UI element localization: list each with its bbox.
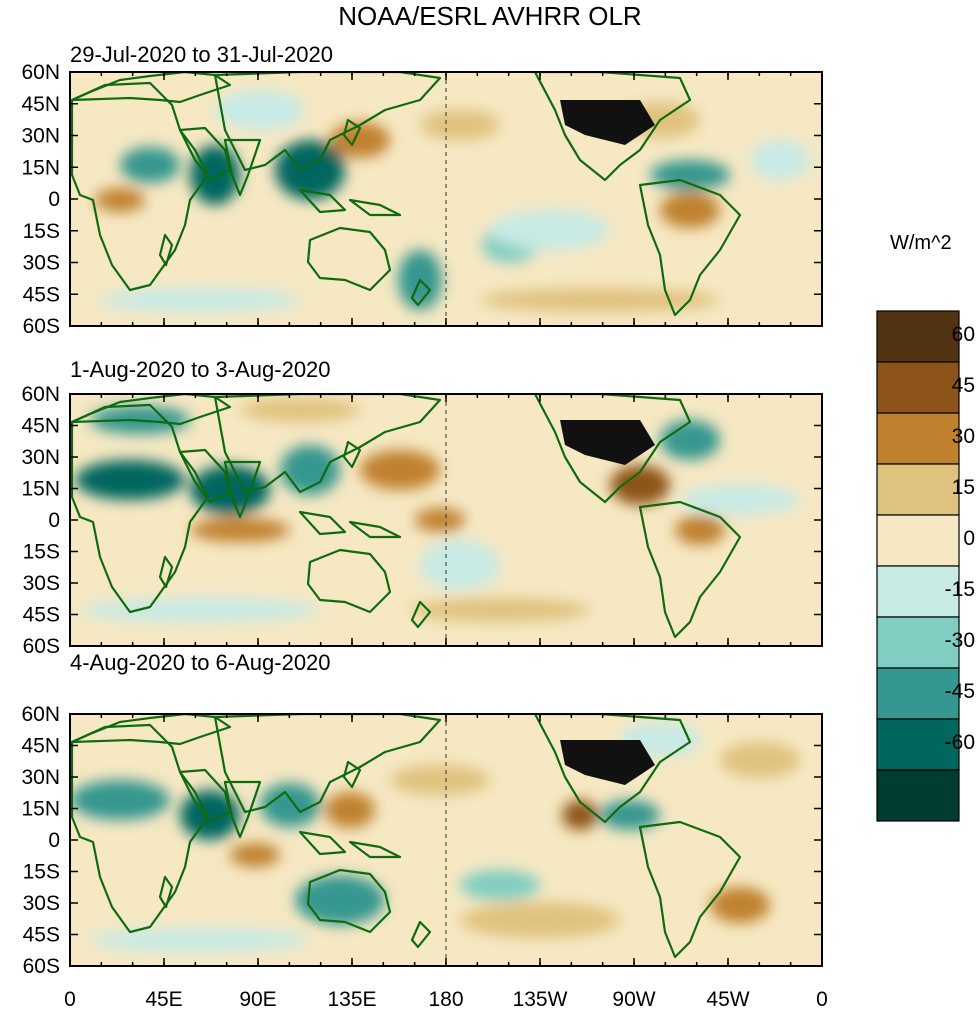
panel-1-lat-labels: 60N 45N 30N 15N 0 15S 30S 45S 60S <box>21 61 60 338</box>
lat-label: 45S <box>23 283 60 306</box>
lat-label: 15N <box>21 798 60 821</box>
lat-label: 15S <box>23 220 60 243</box>
colorbar-swatch <box>876 361 960 414</box>
colorbar-level-label: -45 <box>945 680 975 703</box>
panel-2-lat-labels: 60N 45N 30N 15N 0 15S 30S 45S 60S <box>21 383 60 658</box>
lat-label: 45N <box>21 735 60 758</box>
lat-label: 60S <box>23 955 60 978</box>
colorbar-swatch <box>876 667 960 720</box>
lat-label: 0 <box>48 509 60 532</box>
colorbar-swatch <box>876 514 960 567</box>
panel-3-ticks <box>69 713 823 967</box>
lat-label: 30S <box>23 572 60 595</box>
usa-dense-borders <box>560 100 655 145</box>
colorbar-level-label: 0 <box>963 527 975 550</box>
lat-label: 15S <box>23 861 60 884</box>
lat-label: 60N <box>21 61 60 84</box>
panel-2-date-range: 1-Aug-2020 to 3-Aug-2020 <box>70 357 331 382</box>
lat-label: 0 <box>48 829 60 852</box>
colorbar-level-label: 30 <box>952 425 975 448</box>
lat-label: 45S <box>23 924 60 947</box>
colorbar-level-label: 45 <box>952 374 975 397</box>
lat-label: 45N <box>21 93 60 116</box>
panel-2-ticks <box>69 393 823 647</box>
lat-label: 15S <box>23 541 60 564</box>
lon-label: 90E <box>239 988 276 1011</box>
usa-dense-borders <box>560 420 655 465</box>
colorbar-level-label: 15 <box>952 476 975 499</box>
colorbar-swatch <box>876 310 960 363</box>
lon-label: 90W <box>612 988 655 1011</box>
lat-label: 15N <box>21 156 60 179</box>
panel-3-date-range: 4-Aug-2020 to 6-Aug-2020 <box>70 650 331 675</box>
lon-label: 180 <box>428 988 463 1011</box>
lat-label: 30S <box>23 252 60 275</box>
longitude-labels: 0 45E 90E 135E 180 135W 90W 45W 0 <box>64 988 828 1011</box>
figure-title: NOAA/ESRL AVHRR OLR <box>338 1 642 31</box>
colorbar-level-label: -60 <box>945 731 975 754</box>
lat-label: 30N <box>21 125 60 148</box>
panel-2-map <box>69 393 823 647</box>
lat-label: 60N <box>21 383 60 406</box>
lat-label: 60N <box>21 703 60 726</box>
lon-label: 135W <box>513 988 568 1011</box>
lat-label: 45S <box>23 604 60 627</box>
colorbar: 60 45 30 15 0 -15 -30 -45 -60 <box>876 310 975 822</box>
lat-label: 30S <box>23 892 60 915</box>
lat-label: 0 <box>48 188 60 211</box>
colorbar-level-label: -30 <box>945 629 975 652</box>
colorbar-swatch <box>876 463 960 516</box>
lat-label: 45N <box>21 415 60 438</box>
lat-label: 15N <box>21 478 60 501</box>
colorbar-level-label: 60 <box>952 323 975 346</box>
lon-label: 45E <box>145 988 182 1011</box>
lon-label: 135E <box>327 988 376 1011</box>
colorbar-swatch <box>876 718 960 771</box>
lat-label: 60S <box>23 635 60 658</box>
panel-1-date-range: 29-Jul-2020 to 31-Jul-2020 <box>70 42 333 67</box>
lon-label: 0 <box>64 988 76 1011</box>
panel-3-lat-labels: 60N 45N 30N 15N 0 15S 30S 45S 60S <box>21 703 60 978</box>
lat-label: 60S <box>23 315 60 338</box>
usa-dense-borders <box>560 740 655 785</box>
colorbar-swatch <box>876 769 960 822</box>
lat-label: 30N <box>21 446 60 469</box>
colorbar-unit: W/m^2 <box>890 232 952 254</box>
colorbar-swatch <box>876 412 960 465</box>
colorbar-swatch <box>876 616 960 669</box>
colorbar-level-label: -15 <box>945 578 975 601</box>
lon-label: 0 <box>816 988 828 1011</box>
lon-label: 45W <box>706 988 749 1011</box>
panel-1-map <box>69 71 823 327</box>
colorbar-swatch <box>876 565 960 618</box>
panel-3-map <box>69 713 823 967</box>
lat-label: 30N <box>21 766 60 789</box>
panel-1-ticks <box>69 71 823 327</box>
